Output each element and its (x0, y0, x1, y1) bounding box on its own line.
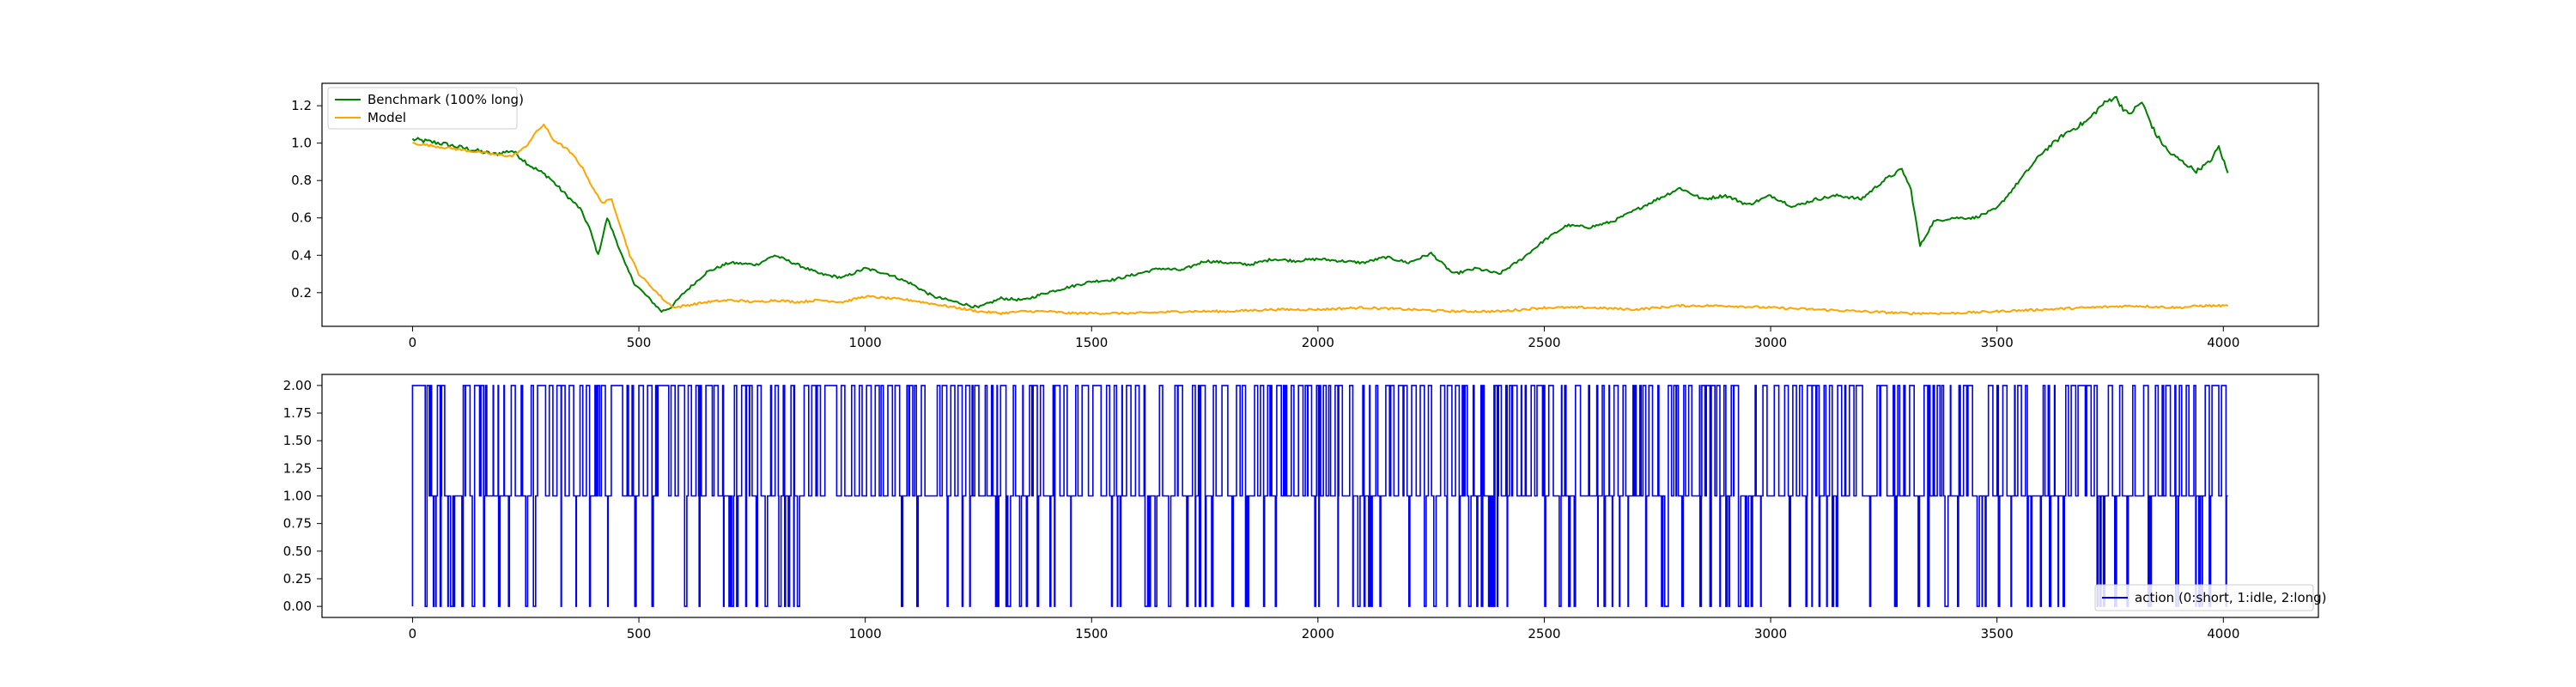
bottom-y-tick-label: 0.00 (283, 599, 312, 614)
top-series-layer (411, 95, 2229, 316)
bottom-x-ticks: 0 500 1000 1500 2000 2500 3000 3500 4000 (409, 617, 2239, 641)
top-y-tick-label: 1.0 (291, 136, 312, 151)
bottom-x-tick-label: 4000 (2207, 626, 2239, 641)
bottom-y-tick-label: 2.00 (283, 378, 312, 393)
top-chart: 0 500 1000 1500 2000 2500 3000 3500 4000 0.20.40… (291, 82, 2319, 350)
top-y-ticks: 0.2 0.4 0.6 0.8 1.0 1.2 (291, 98, 322, 301)
action-line (411, 385, 2228, 607)
bottom-x-tick-label: 3000 (1754, 626, 1787, 641)
bottom-y-ticks: 0.00 0.25 0.50 0.75 1.00 1.25 1.50 1.75 2.00 (283, 378, 322, 614)
bottom-series-layer (411, 385, 2228, 607)
top-axes-frame (321, 82, 2319, 327)
top-y-tick-label: 1.2 (291, 98, 312, 113)
bottom-x-tick-label: 2000 (1302, 626, 1334, 641)
bottom-y-tick-label: 1.00 (283, 489, 312, 504)
bottom-x-tick-label: 1500 (1075, 626, 1108, 641)
bottom-y-tick-label: 0.25 (283, 571, 312, 587)
legend-model-label: Model (368, 110, 406, 125)
bottom-x-tick-label: 500 (627, 626, 652, 641)
top-x-tick-label: 2000 (1302, 335, 1334, 350)
top-y-tick-label: 0.8 (291, 173, 312, 188)
top-x-tick-label: 2500 (1528, 335, 1560, 350)
model-line (412, 123, 2228, 316)
top-y-tick-label: 0.6 (291, 210, 312, 226)
top-x-tick-label: 1000 (849, 335, 882, 350)
legend-action-label: action (0:short, 1:idle, 2:long) (2135, 590, 2327, 605)
top-x-tick-label: 3000 (1754, 335, 1787, 350)
benchmark-line (411, 95, 2229, 313)
bottom-x-tick-label: 3500 (1981, 626, 2014, 641)
top-y-tick-label: 0.2 (291, 285, 312, 301)
bottom-legend: action (0:short, 1:idle, 2:long) (2094, 584, 2327, 611)
top-y-tick-label: 0.4 (291, 247, 312, 263)
top-legend-box (327, 87, 518, 130)
bottom-x-tick-label: 0 (409, 626, 417, 641)
bottom-y-tick-label: 0.50 (283, 544, 312, 559)
bottom-chart: 0 500 1000 1500 2000 2500 3000 3500 4000 0.00 0.2… (283, 374, 2327, 641)
top-x-tick-label: 500 (627, 335, 652, 350)
top-x-tick-label: 3500 (1981, 335, 2014, 350)
top-x-ticks: 0 500 1000 1500 2000 2500 3000 3500 4000 (409, 326, 2239, 350)
bottom-y-tick-label: 1.25 (283, 460, 312, 476)
bottom-x-tick-label: 2500 (1528, 626, 1560, 641)
bottom-y-tick-label: 1.50 (283, 433, 312, 448)
top-legend: Benchmark (100% long) Model (327, 87, 524, 130)
top-x-tick-label: 4000 (2207, 335, 2239, 350)
top-x-tick-label: 1500 (1075, 335, 1108, 350)
bottom-y-tick-label: 1.75 (283, 405, 312, 421)
bottom-y-tick-label: 0.75 (283, 516, 312, 532)
legend-benchmark-label: Benchmark (100% long) (368, 92, 524, 107)
bottom-legend-box (2094, 584, 2314, 611)
top-x-tick-label: 0 (409, 335, 417, 350)
bottom-x-tick-label: 1000 (849, 626, 882, 641)
